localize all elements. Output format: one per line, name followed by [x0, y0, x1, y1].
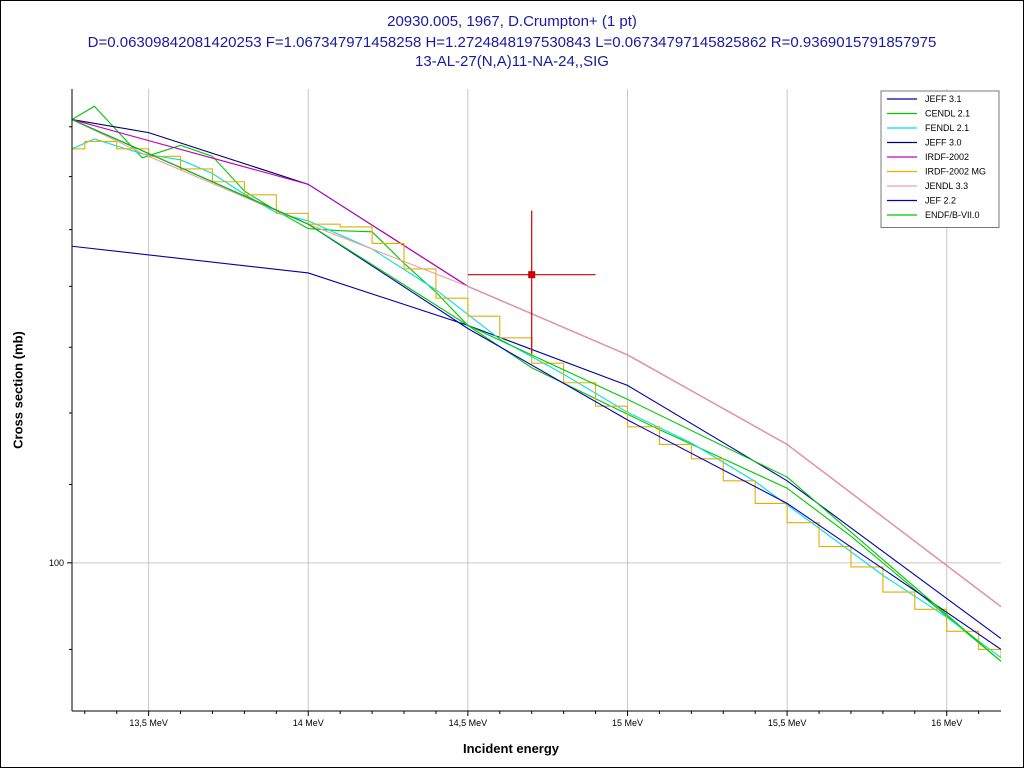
legend-label: CENDL 2.1: [925, 109, 970, 119]
x-tick-label: 13,5 MeV: [129, 718, 168, 728]
legend-label: JEFF 3.1: [925, 94, 962, 104]
series-line-8: [72, 119, 1001, 662]
x-tick-label: 16 MeV: [931, 718, 962, 728]
series-line-6: [72, 119, 1001, 608]
legend: JEFF 3.1 CENDL 2.1 FENDL 2.1 JEFF 3.0 IRDF-2…: [880, 90, 1000, 228]
legend-label: IRDF-2002: [925, 152, 969, 162]
series-line-2: [72, 138, 1001, 659]
legend-label: FENDL 2.1: [925, 123, 969, 133]
x-tick-label: 15 MeV: [612, 718, 643, 728]
axes: 13,5 MeV 14 MeV 14,5 MeV 15 MeV 15,5 MeV 16 M…: [49, 89, 1001, 728]
exp-data-point: [528, 271, 536, 279]
series-line-1: [72, 105, 1001, 662]
series-line-5: [72, 140, 1001, 659]
series-line-7: [72, 119, 1001, 650]
x-tick-label: 14,5 MeV: [449, 718, 488, 728]
chart-subtitle-parameters: D=0.06309842081420253 F=1.06734797145825…: [87, 34, 937, 51]
legend-label: JEF 2.2: [925, 196, 956, 206]
x-axis-label: Incident energy: [462, 741, 560, 756]
legend-label: JEFF 3.0: [925, 138, 962, 148]
series-line-0: [72, 245, 1001, 639]
x-tick-label: 15,5 MeV: [768, 718, 807, 728]
y-tick-label: 100: [49, 558, 64, 568]
x-tick-label: 14 MeV: [293, 718, 324, 728]
legend-label: IRDF-2002 MG: [925, 167, 986, 177]
legend-label: ENDF/B-VII.0: [925, 210, 980, 220]
experimental-layer: [467, 210, 596, 354]
grid-lines: [72, 89, 1001, 711]
chart-subtitle-reaction: 13-AL-27(N,A)11-NA-24,,SIG: [415, 53, 609, 70]
legend-label: JENDL 3.3: [925, 181, 968, 191]
chart-title: 20930.005, 1967, D.Crumpton+ (1 pt): [387, 13, 637, 30]
series-layer: [72, 105, 1001, 662]
